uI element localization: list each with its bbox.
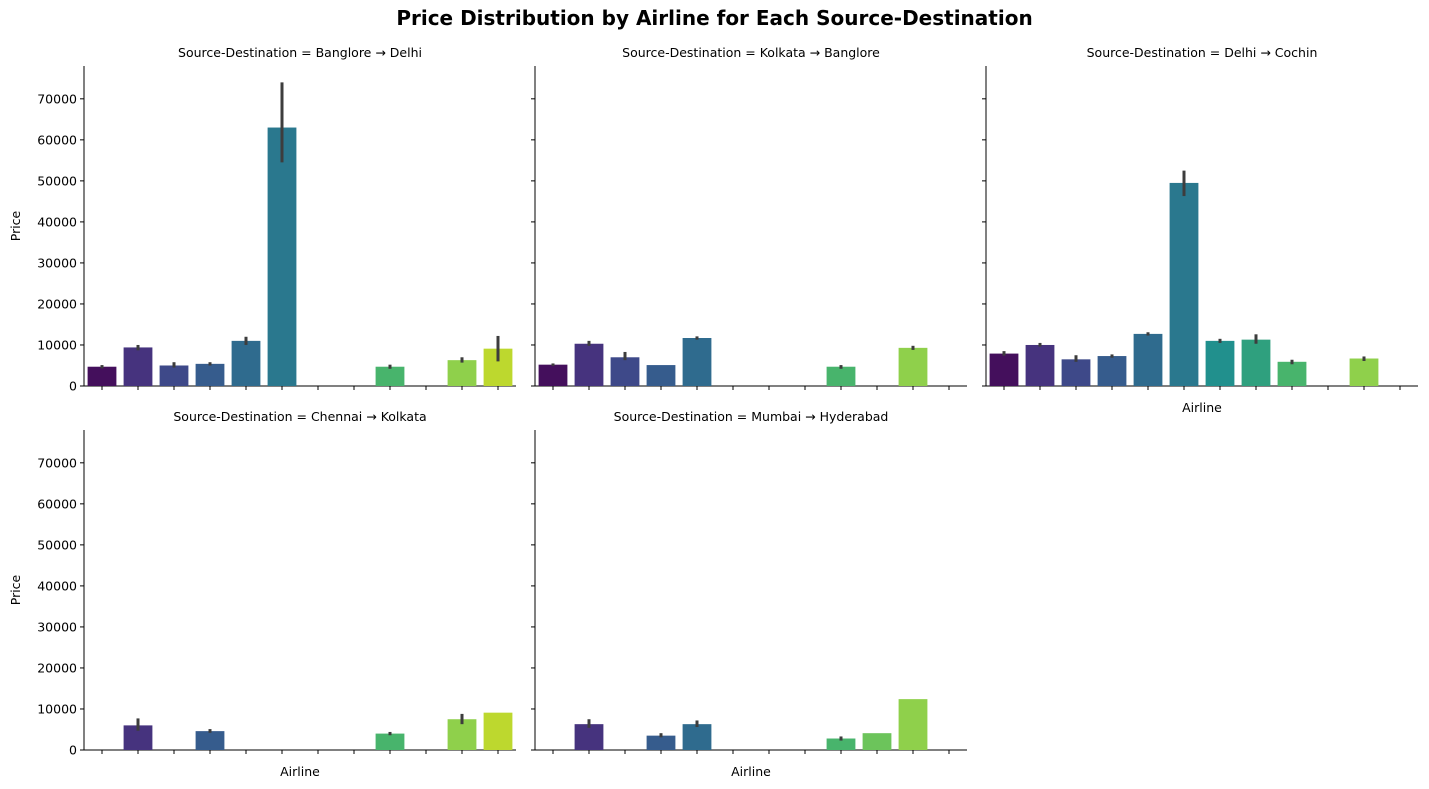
bar [682,724,712,750]
bar [1097,356,1127,386]
y-tick-label: 30000 [37,619,77,634]
x-axis-label: Airline [731,764,771,779]
bar [610,357,640,386]
bar [123,347,153,386]
y-tick-label: 20000 [37,296,77,311]
panel-title: Source-Destination = Mumbai → Hyderabad [614,409,889,424]
y-tick-label: 40000 [37,214,77,229]
y-tick-label: 20000 [37,660,77,675]
bar [574,343,604,386]
chart-title: Price Distribution by Airline for Each S… [396,6,1033,30]
bar [87,366,117,386]
bar [1241,339,1271,386]
panel-title: Source-Destination = Delhi → Cochin [1087,45,1318,60]
bar [826,366,856,386]
bar [267,127,297,387]
bar [538,364,568,386]
y-tick-label: 70000 [37,455,77,470]
y-tick-label: 50000 [37,173,77,188]
y-tick-label: 0 [69,379,77,394]
bar [1205,340,1235,386]
bar [1025,344,1055,386]
y-tick-label: 40000 [37,578,77,593]
bar [862,733,892,750]
bar [1133,333,1163,386]
bar [195,731,225,750]
bar [646,365,676,386]
bar [1061,359,1091,386]
bar [1277,361,1307,386]
bar [447,719,477,750]
bar [1169,182,1199,386]
bar [195,363,225,386]
bar [682,338,712,386]
y-tick-label: 10000 [37,337,77,352]
bar [483,712,513,750]
bar [1349,358,1379,386]
x-axis-label: Airline [280,764,320,779]
bar [898,699,928,750]
bar [646,735,676,750]
bar [826,738,856,750]
y-tick-label: 30000 [37,255,77,270]
y-axis-label: Price [8,210,23,241]
bar [898,347,928,386]
y-axis-label: Price [8,574,23,605]
y-tick-label: 60000 [37,496,77,511]
y-tick-label: 10000 [37,701,77,716]
bar [375,366,405,386]
panel-title: Source-Destination = Kolkata → Banglore [622,45,880,60]
bar [159,365,189,386]
bar [375,733,405,750]
panel-title: Source-Destination = Chennai → Kolkata [173,409,426,424]
bar [447,360,477,386]
bar [574,724,604,750]
y-tick-label: 70000 [37,91,77,106]
bar [231,340,261,386]
y-tick-label: 60000 [37,132,77,147]
x-axis-label: Airline [1182,400,1222,415]
y-tick-label: 0 [69,743,77,758]
y-tick-label: 50000 [37,537,77,552]
panel-title: Source-Destination = Banglore → Delhi [178,45,422,60]
bar [989,353,1019,386]
